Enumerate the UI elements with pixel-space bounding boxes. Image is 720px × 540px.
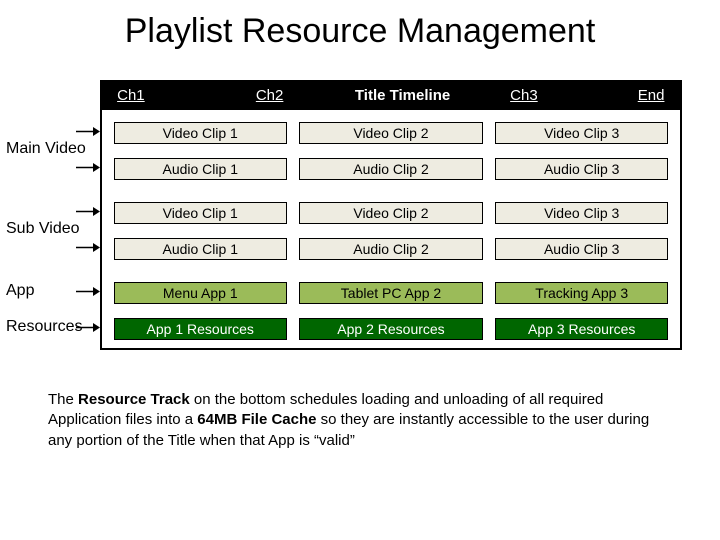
track-row: Audio Clip 1 Audio Clip 2 Audio Clip 3 <box>102 238 680 262</box>
track-row: Menu App 1 Tablet PC App 2 Tracking App 3 <box>102 282 680 306</box>
arrow-icon <box>76 211 98 212</box>
arrow-icon <box>76 291 98 292</box>
caption-text: The Resource Track on the bottom schedul… <box>48 390 668 451</box>
header-label: Ch2 <box>241 82 299 110</box>
app-segment: Menu App 1 <box>114 282 287 304</box>
app-segment: Tracking App 3 <box>495 282 668 304</box>
clip-segment: Audio Clip 3 <box>495 238 668 260</box>
clip-segment: Video Clip 3 <box>495 122 668 144</box>
track-row: Video Clip 1 Video Clip 2 Video Clip 3 <box>102 122 680 146</box>
res-segment: App 1 Resources <box>114 318 287 340</box>
clip-segment: Video Clip 2 <box>299 122 484 144</box>
res-segment: App 3 Resources <box>495 318 668 340</box>
arrow-icon <box>76 131 98 132</box>
header-label: Ch3 <box>495 82 553 110</box>
row-label-resources: Resources <box>6 318 82 336</box>
clip-segment: Video Clip 1 <box>114 122 287 144</box>
track-row: App 1 Resources App 2 Resources App 3 Reso… <box>102 318 680 342</box>
clip-segment: Audio Clip 1 <box>114 238 287 260</box>
header-label: Ch1 <box>102 82 160 110</box>
clip-segment: Audio Clip 2 <box>299 238 484 260</box>
clip-segment: Audio Clip 1 <box>114 158 287 180</box>
arrow-icon <box>76 327 98 328</box>
res-segment: App 2 Resources <box>299 318 484 340</box>
row-label-main-video: Main Video <box>6 140 86 158</box>
clip-segment: Video Clip 2 <box>299 202 484 224</box>
clip-segment: Audio Clip 3 <box>495 158 668 180</box>
row-label-app: App <box>6 282 34 300</box>
clip-segment: Video Clip 3 <box>495 202 668 224</box>
arrow-icon <box>76 167 98 168</box>
header-label: End <box>622 82 680 110</box>
header-label: Title Timeline <box>333 82 472 110</box>
timeline-header: Ch1 Ch2 Title Timeline Ch3 End <box>102 82 680 110</box>
arrow-icon <box>76 247 98 248</box>
track-row: Video Clip 1 Video Clip 2 Video Clip 3 <box>102 202 680 226</box>
timeline-chart: Ch1Ch2Title TimelineCh3End Video Clip 1V… <box>100 80 682 350</box>
clip-segment: Audio Clip 2 <box>299 158 484 180</box>
row-label-sub-video: Sub Video <box>6 220 80 238</box>
track-row: Audio Clip 1 Audio Clip 2 Audio Clip 3 <box>102 158 680 182</box>
app-segment: Tablet PC App 2 <box>299 282 484 304</box>
clip-segment: Video Clip 1 <box>114 202 287 224</box>
slide-title: Playlist Resource Management <box>0 12 720 51</box>
